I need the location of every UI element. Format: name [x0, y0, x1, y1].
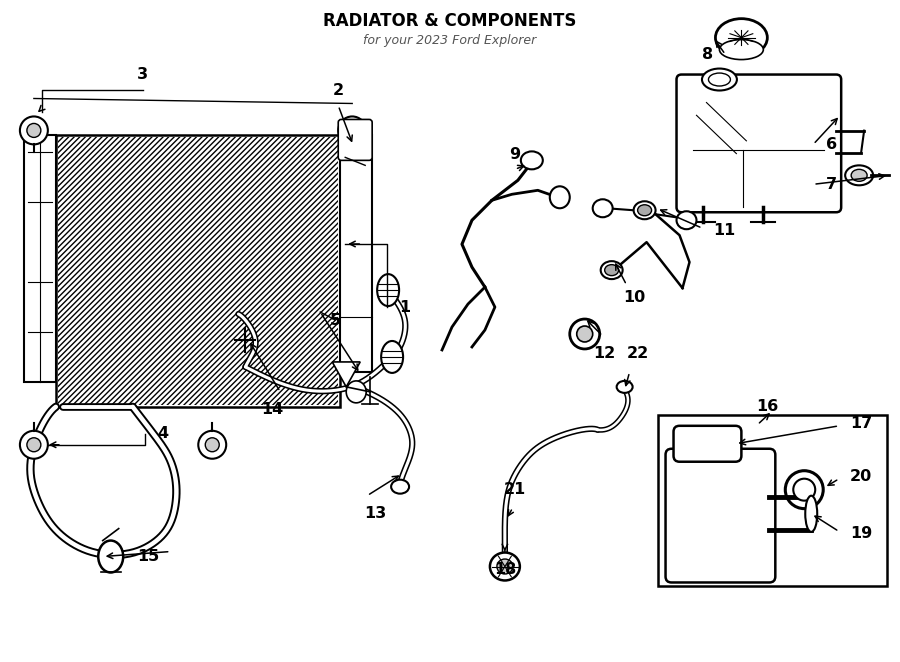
- Ellipse shape: [490, 553, 520, 581]
- Text: 11: 11: [714, 222, 735, 238]
- Text: 6: 6: [825, 137, 837, 152]
- Ellipse shape: [616, 381, 633, 393]
- Ellipse shape: [605, 265, 618, 275]
- Ellipse shape: [570, 319, 599, 349]
- FancyBboxPatch shape: [677, 75, 842, 213]
- Ellipse shape: [716, 19, 768, 56]
- Ellipse shape: [786, 471, 824, 508]
- Ellipse shape: [198, 431, 226, 459]
- Text: 3: 3: [137, 67, 148, 82]
- Text: 16: 16: [756, 399, 778, 414]
- Ellipse shape: [381, 341, 403, 373]
- Text: 5: 5: [329, 312, 341, 328]
- Text: RADIATOR & COMPONENTS: RADIATOR & COMPONENTS: [323, 12, 577, 30]
- FancyBboxPatch shape: [338, 119, 373, 160]
- Ellipse shape: [600, 261, 623, 279]
- Text: 13: 13: [364, 506, 386, 521]
- Text: 19: 19: [850, 526, 872, 541]
- Ellipse shape: [708, 73, 731, 86]
- Text: 1: 1: [400, 299, 410, 314]
- Text: 2: 2: [333, 83, 344, 98]
- Ellipse shape: [20, 117, 48, 144]
- Ellipse shape: [550, 186, 570, 209]
- Text: 8: 8: [702, 47, 713, 62]
- Ellipse shape: [702, 69, 737, 91]
- Ellipse shape: [845, 166, 873, 185]
- Ellipse shape: [27, 123, 40, 138]
- Ellipse shape: [497, 559, 513, 574]
- Ellipse shape: [521, 152, 543, 169]
- Text: 7: 7: [825, 177, 837, 192]
- Ellipse shape: [27, 438, 40, 451]
- Ellipse shape: [338, 117, 366, 144]
- Bar: [24, 136, 56, 382]
- Text: 14: 14: [261, 402, 284, 417]
- Text: 17: 17: [850, 416, 872, 432]
- Bar: [56, 136, 340, 407]
- Ellipse shape: [98, 541, 123, 573]
- Ellipse shape: [577, 326, 593, 342]
- Text: 15: 15: [138, 549, 160, 564]
- Polygon shape: [332, 362, 360, 387]
- Bar: [340, 136, 373, 372]
- Ellipse shape: [346, 381, 366, 403]
- Ellipse shape: [205, 438, 220, 451]
- Text: 10: 10: [624, 289, 645, 305]
- Ellipse shape: [851, 169, 867, 181]
- FancyBboxPatch shape: [665, 449, 775, 583]
- Ellipse shape: [20, 431, 48, 459]
- Ellipse shape: [719, 40, 763, 60]
- Text: 18: 18: [494, 562, 516, 577]
- Text: 9: 9: [509, 147, 520, 162]
- Ellipse shape: [634, 201, 655, 219]
- Ellipse shape: [392, 480, 410, 494]
- Text: 21: 21: [504, 482, 526, 497]
- Ellipse shape: [377, 274, 399, 306]
- Ellipse shape: [637, 205, 652, 216]
- Bar: [658, 415, 887, 587]
- Ellipse shape: [346, 123, 359, 138]
- Ellipse shape: [593, 199, 613, 217]
- Text: 12: 12: [593, 346, 616, 361]
- Ellipse shape: [806, 496, 817, 532]
- Text: 20: 20: [850, 469, 872, 484]
- Text: 22: 22: [626, 346, 649, 361]
- Ellipse shape: [677, 211, 697, 229]
- Text: for your 2023 Ford Explorer: for your 2023 Ford Explorer: [364, 34, 536, 47]
- Ellipse shape: [793, 479, 815, 500]
- FancyBboxPatch shape: [673, 426, 742, 461]
- Text: 4: 4: [157, 426, 168, 442]
- Bar: [58, 138, 338, 405]
